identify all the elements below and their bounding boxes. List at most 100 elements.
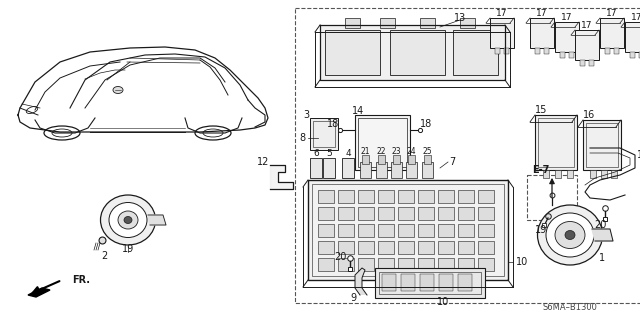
Bar <box>543 170 549 178</box>
Bar <box>544 48 549 54</box>
Bar <box>527 175 577 220</box>
Polygon shape <box>148 215 166 225</box>
Bar <box>382 274 396 291</box>
Text: 1: 1 <box>599 253 605 263</box>
Bar <box>376 162 387 178</box>
Bar <box>478 207 494 220</box>
Bar <box>420 274 434 291</box>
Text: 3: 3 <box>303 110 309 120</box>
Bar <box>614 48 619 54</box>
Bar <box>560 52 565 58</box>
Text: 17: 17 <box>561 12 573 21</box>
Bar <box>360 162 371 178</box>
Text: 17: 17 <box>496 9 508 18</box>
Ellipse shape <box>124 217 132 224</box>
Bar <box>458 274 472 291</box>
Text: 13: 13 <box>454 13 466 23</box>
Bar <box>458 241 474 254</box>
Text: 17: 17 <box>606 9 618 18</box>
Text: 4: 4 <box>345 149 351 158</box>
Bar <box>338 224 354 237</box>
Bar <box>378 258 394 271</box>
Polygon shape <box>592 229 613 241</box>
Text: 6: 6 <box>313 149 319 158</box>
Bar <box>401 274 415 291</box>
Ellipse shape <box>203 129 223 137</box>
Bar <box>418 207 434 220</box>
Bar <box>580 60 585 66</box>
Text: 9: 9 <box>350 293 356 303</box>
Text: 21: 21 <box>360 146 370 155</box>
Bar <box>601 170 607 178</box>
Text: 17: 17 <box>536 9 548 18</box>
Bar <box>338 207 354 220</box>
Ellipse shape <box>546 213 594 257</box>
Bar <box>295 8 640 303</box>
Text: 18: 18 <box>420 119 432 129</box>
Bar <box>490 18 514 48</box>
Bar <box>379 272 481 294</box>
Polygon shape <box>355 268 367 295</box>
Bar <box>625 22 640 52</box>
Text: 7: 7 <box>449 157 455 167</box>
Bar <box>318 190 334 203</box>
Bar <box>611 170 617 178</box>
Bar <box>390 30 445 75</box>
Text: S6MA–B1300: S6MA–B1300 <box>543 303 597 313</box>
Text: 24: 24 <box>406 146 416 155</box>
Bar <box>438 190 454 203</box>
Bar <box>310 158 322 178</box>
Bar <box>458 224 474 237</box>
Bar <box>355 115 410 170</box>
Bar <box>575 30 599 60</box>
Bar <box>318 258 334 271</box>
Text: 17: 17 <box>581 20 593 29</box>
Bar <box>458 190 474 203</box>
Bar <box>555 22 579 52</box>
Bar <box>530 18 554 48</box>
Bar <box>424 155 431 164</box>
Bar <box>338 241 354 254</box>
Bar <box>378 224 394 237</box>
Text: 25: 25 <box>422 146 432 155</box>
Ellipse shape <box>538 205 602 265</box>
Bar <box>398 241 414 254</box>
Ellipse shape <box>195 126 231 140</box>
Bar <box>453 30 498 75</box>
Bar <box>535 48 540 54</box>
Bar <box>375 268 485 298</box>
Bar <box>460 18 475 28</box>
Bar <box>308 180 508 280</box>
Bar <box>398 224 414 237</box>
Ellipse shape <box>52 129 72 137</box>
Bar <box>398 190 414 203</box>
Bar <box>478 224 494 237</box>
Bar <box>567 170 573 178</box>
Text: 17: 17 <box>631 12 640 21</box>
Bar <box>600 18 624 48</box>
Bar <box>504 48 509 54</box>
Bar <box>362 155 369 164</box>
Bar <box>586 123 618 167</box>
Bar <box>312 184 504 276</box>
Ellipse shape <box>44 126 80 140</box>
Bar <box>418 224 434 237</box>
Text: 23: 23 <box>391 146 401 155</box>
Bar <box>345 18 360 28</box>
Text: 10: 10 <box>437 297 449 307</box>
Bar <box>569 52 574 58</box>
Ellipse shape <box>113 86 123 93</box>
Bar <box>318 224 334 237</box>
Bar <box>393 155 400 164</box>
Bar <box>605 48 610 54</box>
Text: 14: 14 <box>352 106 364 116</box>
Bar <box>555 170 561 178</box>
Ellipse shape <box>565 231 575 240</box>
Bar <box>439 274 453 291</box>
Text: 10: 10 <box>516 257 528 267</box>
Bar <box>535 115 577 170</box>
Bar <box>589 60 594 66</box>
Ellipse shape <box>100 195 156 245</box>
Bar <box>478 241 494 254</box>
Bar <box>358 258 374 271</box>
